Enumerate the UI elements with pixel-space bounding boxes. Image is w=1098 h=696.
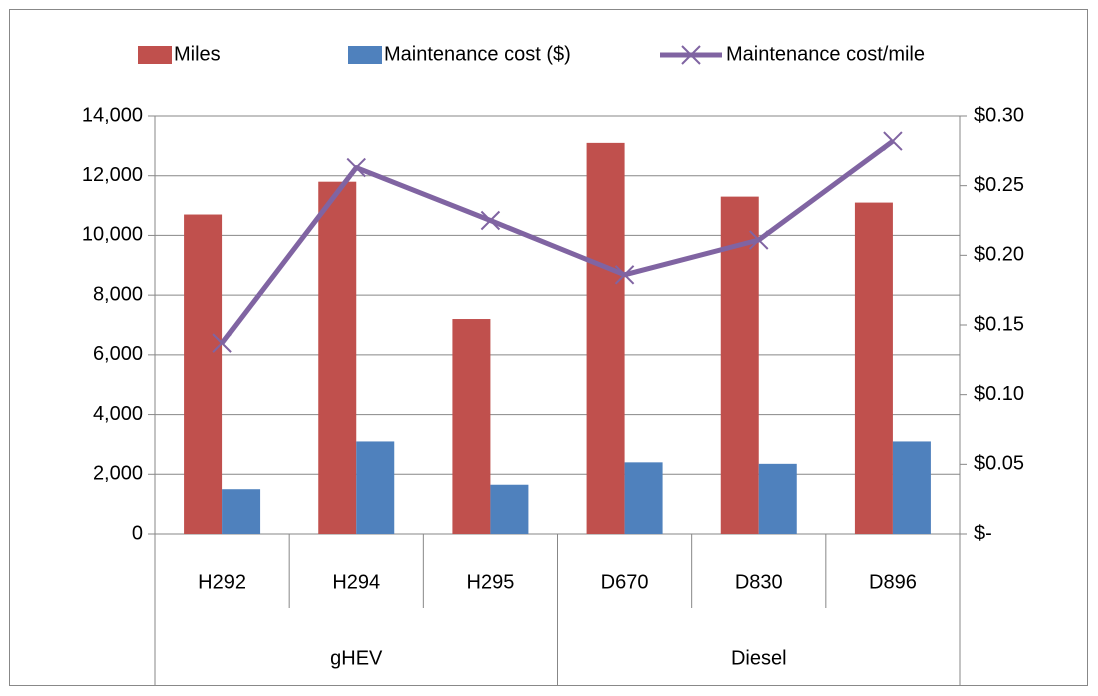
y-tick-label: 4,000 [93, 403, 143, 425]
legend-swatch [138, 46, 172, 64]
marker [749, 230, 769, 250]
y2-tick-label: $- [974, 522, 992, 544]
bar [318, 181, 357, 534]
bar [720, 196, 759, 534]
bar [184, 214, 223, 534]
x-tick-label: H292 [198, 571, 246, 593]
chart-border [9, 9, 1088, 686]
y2-tick-label: $0.30 [974, 104, 1024, 126]
x-tick-label: D670 [601, 571, 649, 593]
group-label: gHEV [330, 647, 383, 669]
legend-label: Miles [174, 43, 221, 65]
x-tick-label: D830 [735, 571, 783, 593]
bar [586, 142, 625, 534]
y2-tick-label: $0.05 [974, 453, 1024, 475]
line [220, 139, 895, 345]
legend-label: Maintenance cost/mile [726, 43, 925, 65]
bar [624, 462, 663, 534]
bar [452, 319, 491, 534]
bar [490, 484, 529, 534]
x-tick-label: H294 [332, 571, 380, 593]
bar [356, 441, 395, 534]
legend-label: Maintenance cost ($) [384, 43, 571, 65]
bar [892, 441, 931, 534]
bar [854, 202, 893, 535]
y-tick-label: 6,000 [93, 343, 143, 365]
y-tick-label: 12,000 [82, 164, 143, 186]
y2-tick-label: $0.20 [974, 244, 1024, 266]
y2-tick-label: $0.25 [974, 174, 1024, 196]
y-tick-label: 0 [132, 522, 143, 544]
y2-tick-label: $0.10 [974, 383, 1024, 405]
bar [758, 463, 797, 534]
y-tick-label: 14,000 [82, 104, 143, 126]
y-tick-label: 10,000 [82, 224, 143, 246]
marker [614, 265, 635, 285]
legend-marker [681, 45, 701, 65]
x-tick-label: D896 [869, 571, 917, 593]
bar [222, 489, 261, 534]
y2-tick-label: $0.15 [974, 313, 1024, 335]
group-label: Diesel [731, 647, 787, 669]
marker [480, 210, 501, 231]
x-tick-label: H295 [467, 571, 515, 593]
marker [883, 131, 903, 151]
legend-swatch [348, 46, 382, 64]
marker [346, 157, 366, 178]
y-tick-label: 8,000 [93, 283, 143, 305]
y-tick-label: 2,000 [93, 463, 143, 485]
marker [212, 333, 232, 353]
